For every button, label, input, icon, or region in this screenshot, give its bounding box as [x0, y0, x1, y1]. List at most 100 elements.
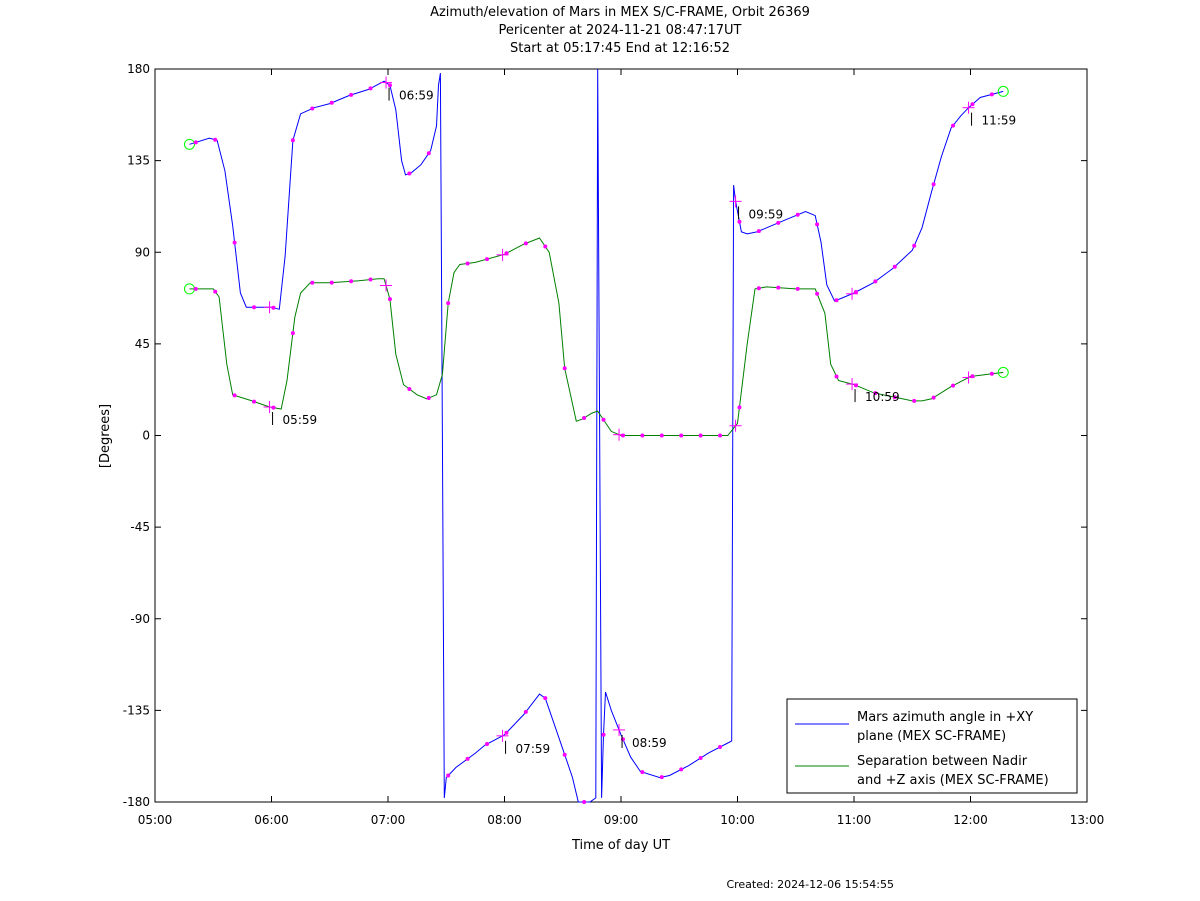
series-0-marker	[815, 222, 820, 227]
series-0-marker	[252, 305, 257, 310]
series-0-endpoint-start	[183, 138, 195, 150]
series-0-marker	[232, 240, 237, 245]
hour-label: 08:59	[632, 736, 667, 750]
series-1-marker	[737, 405, 742, 410]
series-line-0	[189, 68, 1004, 803]
series-1-marker	[892, 395, 897, 400]
series-1-marker	[465, 261, 470, 266]
hour-label: 09:59	[749, 207, 784, 221]
series-1-marker	[523, 241, 528, 246]
legend-label-separation-line1: Separation between Nadir	[857, 754, 1028, 769]
series-1-marker	[815, 291, 820, 296]
series-0-marker	[426, 151, 431, 156]
series-1-marker	[504, 251, 509, 256]
series-0-marker	[582, 800, 587, 804]
x-tick-label: 11:00	[837, 813, 872, 827]
series-0-marker	[892, 264, 897, 269]
y-tick-label: -135	[123, 703, 150, 717]
series-1-marker	[562, 366, 567, 371]
chart-title: Azimuth/elevation of Mars in MEX S/C-FRA…	[430, 5, 810, 20]
y-tick-label: 90	[135, 245, 150, 259]
chart-subtitle-start-end: Start at 05:17:45 End at 12:16:52	[509, 41, 731, 56]
markers-layer	[183, 83, 1009, 804]
series-0-marker	[873, 279, 878, 284]
series-0-marker	[485, 741, 490, 746]
hour-label: 06:59	[399, 89, 434, 103]
series-0-marker	[989, 92, 994, 97]
series-1-marker	[718, 433, 723, 438]
series-line-1	[189, 237, 1004, 436]
x-tick-label: 12:00	[953, 813, 988, 827]
series-1-marker	[951, 383, 956, 388]
series-1-marker	[271, 405, 276, 410]
x-tick-label: 09:00	[604, 813, 639, 827]
y-axis-label: [Degrees]	[98, 404, 113, 468]
series-1-marker	[698, 433, 703, 438]
series-0-marker	[504, 730, 509, 735]
series-1-marker	[232, 393, 237, 398]
series-0-marker	[698, 756, 703, 761]
series-1-marker	[795, 286, 800, 291]
series-1-marker	[931, 395, 936, 400]
x-tick-label: 05:00	[138, 813, 173, 827]
series-0-marker	[737, 219, 742, 224]
series-0-endpoint-end	[997, 85, 1009, 97]
x-tick-label: 06:00	[254, 813, 289, 827]
hour-label: 07:59	[516, 742, 551, 756]
y-tick-label: 180	[127, 62, 150, 76]
series-1-marker	[387, 297, 392, 302]
y-tick-label: -90	[130, 612, 150, 626]
series-1-marker	[989, 371, 994, 376]
x-axis-label: Time of day UT	[571, 838, 670, 853]
series-1-marker	[756, 286, 761, 291]
series-0-marker	[407, 171, 412, 176]
series-0-marker	[465, 756, 470, 761]
series-1-marker	[601, 417, 606, 422]
y-tick-label: -180	[123, 795, 150, 809]
series-1-marker	[446, 301, 451, 306]
series-0-marker	[446, 773, 451, 778]
series-1-marker	[834, 374, 839, 379]
series-0-marker	[795, 212, 800, 217]
series-1-marker	[426, 396, 431, 401]
series-1-marker	[368, 277, 373, 282]
y-tick-label: 45	[135, 337, 150, 351]
series-1-marker	[873, 391, 878, 396]
series-0-marker	[970, 102, 975, 107]
series-1-marker	[290, 331, 295, 336]
series-0-marker	[543, 696, 548, 701]
chart-subtitle-pericenter: Pericenter at 2024-11-21 08:47:17UT	[498, 23, 742, 38]
series-0-marker	[290, 138, 295, 143]
legend-label-azimuth-line2: plane (MEX SC-FRAME)	[857, 729, 1006, 744]
series-1-marker	[193, 286, 198, 291]
series-1-marker	[912, 398, 917, 403]
series-layer	[189, 68, 1004, 803]
legend-box	[786, 698, 1078, 794]
series-0-marker	[329, 100, 334, 105]
x-tick-label: 10:00	[720, 813, 755, 827]
series-1-marker	[407, 386, 412, 391]
series-1-marker	[659, 433, 664, 438]
y-tick-label: 135	[127, 154, 150, 168]
series-1-marker	[543, 244, 548, 249]
x-tick-label: 13:00	[1070, 813, 1105, 827]
axis-ticks: 05:00 06:00 07:00 08:00 09:00 10:00 11:00 12:00…	[123, 62, 1105, 827]
series-0-marker	[718, 745, 723, 750]
series-0-marker	[271, 305, 276, 310]
series-1-marker	[485, 257, 490, 262]
series-1-marker	[640, 433, 645, 438]
hour-labels-layer: 05:59 06:59 07:59 08:59 09:59 10:59 11:59	[263, 76, 1016, 756]
series-0-marker	[523, 709, 528, 714]
series-0-marker	[349, 92, 354, 97]
series-1-marker	[252, 399, 257, 404]
hour-label: 10:59	[865, 390, 900, 404]
x-tick-label: 08:00	[487, 813, 522, 827]
series-0-marker	[756, 229, 761, 234]
x-tick-label: 07:00	[371, 813, 406, 827]
series-0-marker	[640, 770, 645, 775]
series-0-marker	[310, 106, 315, 111]
series-1-endpoint-end	[997, 366, 1009, 378]
series-0-marker	[193, 140, 198, 145]
created-timestamp: Created: 2024-12-06 15:54:55	[726, 878, 894, 891]
